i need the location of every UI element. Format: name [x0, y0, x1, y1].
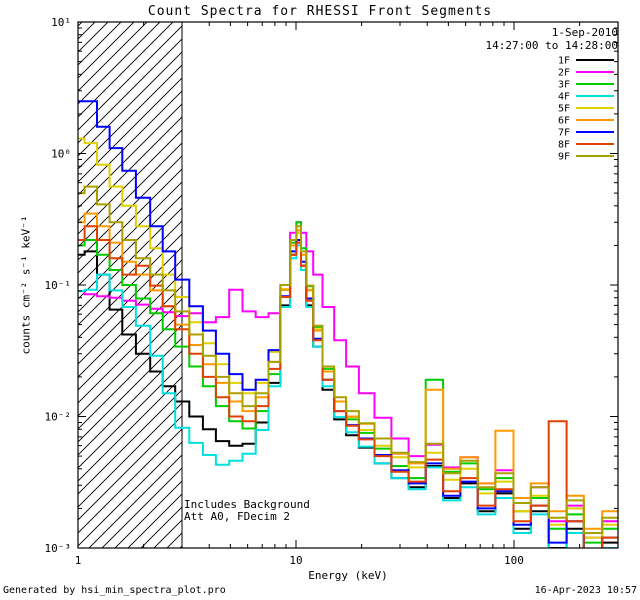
- x-axis-label: Energy (keV): [308, 569, 388, 582]
- legend-label-6F: 6F: [558, 116, 570, 127]
- svg-text:1: 1: [75, 554, 82, 567]
- legend-label-7F: 7F: [558, 128, 570, 139]
- legend-entry-3F: 3F: [558, 80, 614, 91]
- legend-entry-1F: 1F: [558, 56, 614, 67]
- footer-timestamp: 16-Apr-2023 10:57: [534, 585, 637, 596]
- series-lines: [78, 100, 618, 548]
- chart-title: Count Spectra for RHESSI Front Segments: [147, 4, 493, 19]
- legend-entry-5F: 5F: [558, 104, 614, 115]
- svg-text:10⁻³: 10⁻³: [45, 542, 72, 555]
- legend-label-3F: 3F: [558, 80, 570, 91]
- svg-text:10⁰: 10⁰: [51, 148, 71, 161]
- attenuator-note: Att A0, FDecim 2: [184, 510, 290, 523]
- svg-text:10: 10: [289, 554, 302, 567]
- svg-text:10¹: 10¹: [51, 16, 71, 29]
- axis-tick-labels: 1 10 100 10⁻³ 10⁻² 10⁻¹ 10⁰ 10¹: [45, 16, 524, 567]
- legend-label-2F: 2F: [558, 68, 570, 79]
- legend-entry-9F: 9F: [558, 152, 614, 163]
- footer-generated-by: Generated by hsi_min_spectra_plot.pro: [3, 585, 226, 596]
- legend-entry-8F: 8F: [558, 140, 614, 151]
- svg-text:10⁻²: 10⁻²: [45, 411, 72, 424]
- legend-label-4F: 4F: [558, 92, 570, 103]
- date-label: 1-Sep-2010: [551, 26, 618, 39]
- legend-label-1F: 1F: [558, 56, 570, 67]
- background-note: Includes Background: [184, 498, 310, 511]
- legend-label-8F: 8F: [558, 140, 570, 151]
- y-axis-label: counts cm⁻² s⁻¹ keV⁻¹: [19, 215, 33, 355]
- svg-text:100: 100: [504, 554, 524, 567]
- legend-entry-6F: 6F: [558, 116, 614, 127]
- legend-entry-2F: 2F: [558, 68, 614, 79]
- legend-label-5F: 5F: [558, 104, 570, 115]
- plot-frame: [77, 21, 619, 549]
- legend-entry-4F: 4F: [558, 92, 614, 103]
- svg-text:10⁻¹: 10⁻¹: [45, 279, 72, 292]
- series-line-9F: [78, 185, 618, 534]
- time-range-label: 14:27:00 to 14:28:00: [485, 39, 618, 52]
- legend-entry-7F: 7F: [558, 128, 614, 139]
- legend-label-9F: 9F: [558, 152, 570, 163]
